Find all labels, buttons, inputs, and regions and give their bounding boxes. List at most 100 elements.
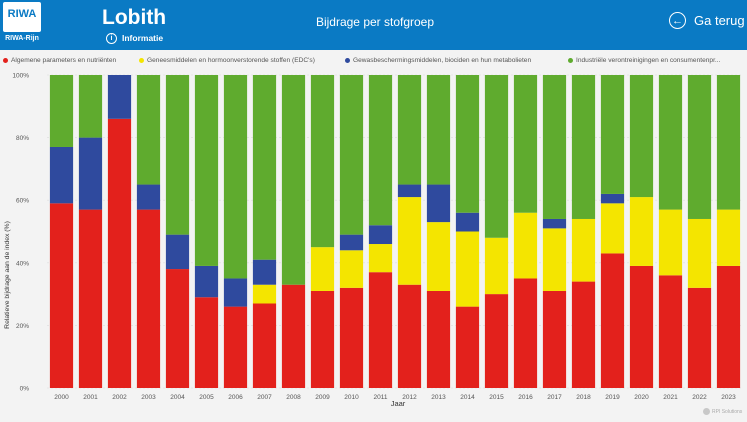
- x-axis-ticks: 2000 2001 2002 2003 2004 2005 2006 2007 2008 2009…: [54, 394, 736, 401]
- x-axis-label: Jaar: [391, 399, 406, 408]
- bar-segment[interactable]: [223, 278, 248, 307]
- bar-segment[interactable]: [542, 218, 567, 229]
- bar-segment[interactable]: [542, 75, 567, 219]
- bar-segment[interactable]: [223, 75, 248, 279]
- bar-segment[interactable]: [600, 203, 625, 254]
- bars: [49, 75, 741, 388]
- bar-segment[interactable]: [716, 209, 741, 266]
- bar-segment[interactable]: [716, 75, 741, 210]
- bar-segment[interactable]: [339, 75, 364, 235]
- bar-segment[interactable]: [252, 303, 277, 388]
- y-tick-label: 60%: [16, 198, 29, 205]
- bar-segment[interactable]: [455, 306, 480, 388]
- bar-segment[interactable]: [281, 75, 306, 285]
- logo-subtext: RIWA-Rijn: [5, 35, 39, 42]
- bar-segment[interactable]: [78, 137, 103, 210]
- bar-segment[interactable]: [194, 297, 219, 388]
- bar-segment[interactable]: [78, 209, 103, 388]
- bar-segment[interactable]: [136, 75, 161, 185]
- bar-segment[interactable]: [426, 184, 451, 223]
- bar-segment[interactable]: [629, 197, 654, 266]
- bar-segment[interactable]: [600, 253, 625, 388]
- bar-segment[interactable]: [426, 290, 451, 388]
- bar-segment[interactable]: [658, 75, 683, 210]
- legend-item-industriele[interactable]: Industriële verontreinigingen en consume…: [568, 57, 720, 64]
- bar-segment[interactable]: [368, 244, 393, 273]
- bar-segment[interactable]: [600, 193, 625, 204]
- bar-segment[interactable]: [571, 281, 596, 388]
- bar-segment[interactable]: [339, 234, 364, 251]
- legend-item-geneesmiddelen[interactable]: Geneesmiddelen en hormoonverstorende sto…: [139, 57, 315, 64]
- bar-segment[interactable]: [49, 203, 74, 388]
- x-tick-label: 2017: [547, 394, 562, 401]
- bar-segment[interactable]: [397, 197, 422, 285]
- bar-segment[interactable]: [281, 284, 306, 388]
- bar-segment[interactable]: [629, 75, 654, 198]
- bar-segment[interactable]: [426, 222, 451, 291]
- bar-segment[interactable]: [368, 225, 393, 245]
- bar-segment[interactable]: [165, 234, 190, 270]
- x-tick-label: 2023: [721, 394, 736, 401]
- bar-segment[interactable]: [252, 284, 277, 304]
- bar-segment[interactable]: [194, 75, 219, 266]
- bar-segment[interactable]: [223, 306, 248, 388]
- legend-item-algemene[interactable]: Algemene parameters en nutriënten: [3, 57, 116, 64]
- stacked-bar-chart: 0%20%40%60%80%100% 2000 2001 2002 2003 2004 2…: [4, 73, 743, 408]
- bar-segment[interactable]: [107, 118, 132, 388]
- bar-segment[interactable]: [513, 278, 538, 388]
- x-tick-label: 2005: [199, 394, 214, 401]
- x-tick-label: 2007: [257, 394, 272, 401]
- bar-segment[interactable]: [542, 228, 567, 291]
- bar-segment[interactable]: [368, 272, 393, 388]
- bar-segment[interactable]: [600, 75, 625, 194]
- bar-segment[interactable]: [252, 259, 277, 285]
- bar-segment[interactable]: [165, 75, 190, 235]
- bar-segment[interactable]: [426, 75, 451, 185]
- bar-segment[interactable]: [455, 212, 480, 232]
- bar-segment[interactable]: [78, 75, 103, 138]
- x-tick-label: 2014: [460, 394, 475, 401]
- bar-segment[interactable]: [571, 218, 596, 282]
- bar-segment[interactable]: [542, 290, 567, 388]
- x-tick-label: 2012: [402, 394, 417, 401]
- bar-segment[interactable]: [687, 287, 712, 388]
- bar-segment[interactable]: [455, 231, 480, 307]
- bar-segment[interactable]: [397, 184, 422, 198]
- bar-segment[interactable]: [310, 247, 335, 291]
- bar-segment[interactable]: [310, 290, 335, 388]
- bar-segment[interactable]: [194, 265, 219, 298]
- bar-segment[interactable]: [310, 75, 335, 248]
- bar-segment[interactable]: [49, 146, 74, 204]
- y-tick-label: 80%: [16, 135, 29, 142]
- bar-segment[interactable]: [136, 184, 161, 210]
- info-button[interactable]: i Informatie: [106, 32, 163, 44]
- bar-segment[interactable]: [339, 287, 364, 388]
- bar-segment[interactable]: [658, 275, 683, 388]
- bar-segment[interactable]: [49, 75, 74, 147]
- bar-segment[interactable]: [513, 75, 538, 213]
- bar-segment[interactable]: [165, 269, 190, 388]
- bar-segment[interactable]: [484, 75, 509, 238]
- bar-segment[interactable]: [136, 209, 161, 388]
- legend-swatch: [139, 58, 144, 63]
- x-tick-label: 2021: [663, 394, 678, 401]
- bar-segment[interactable]: [716, 265, 741, 388]
- bar-segment[interactable]: [107, 75, 132, 119]
- bar-segment[interactable]: [397, 284, 422, 388]
- legend-item-gewasbescherming[interactable]: Gewasbeschermingsmiddelen, biociden en h…: [345, 57, 531, 64]
- bar-segment[interactable]: [658, 209, 683, 276]
- back-button[interactable]: ← Ga terug: [669, 12, 745, 29]
- bar-segment[interactable]: [484, 237, 509, 295]
- bar-segment[interactable]: [455, 75, 480, 213]
- bar-segment[interactable]: [484, 294, 509, 388]
- bar-segment[interactable]: [252, 75, 277, 260]
- bar-segment[interactable]: [339, 250, 364, 288]
- x-tick-label: 2008: [286, 394, 301, 401]
- bar-segment[interactable]: [571, 75, 596, 219]
- bar-segment[interactable]: [368, 75, 393, 226]
- bar-segment[interactable]: [397, 75, 422, 185]
- bar-segment[interactable]: [513, 212, 538, 279]
- bar-segment[interactable]: [629, 265, 654, 388]
- bar-segment[interactable]: [687, 218, 712, 288]
- bar-segment[interactable]: [687, 75, 712, 219]
